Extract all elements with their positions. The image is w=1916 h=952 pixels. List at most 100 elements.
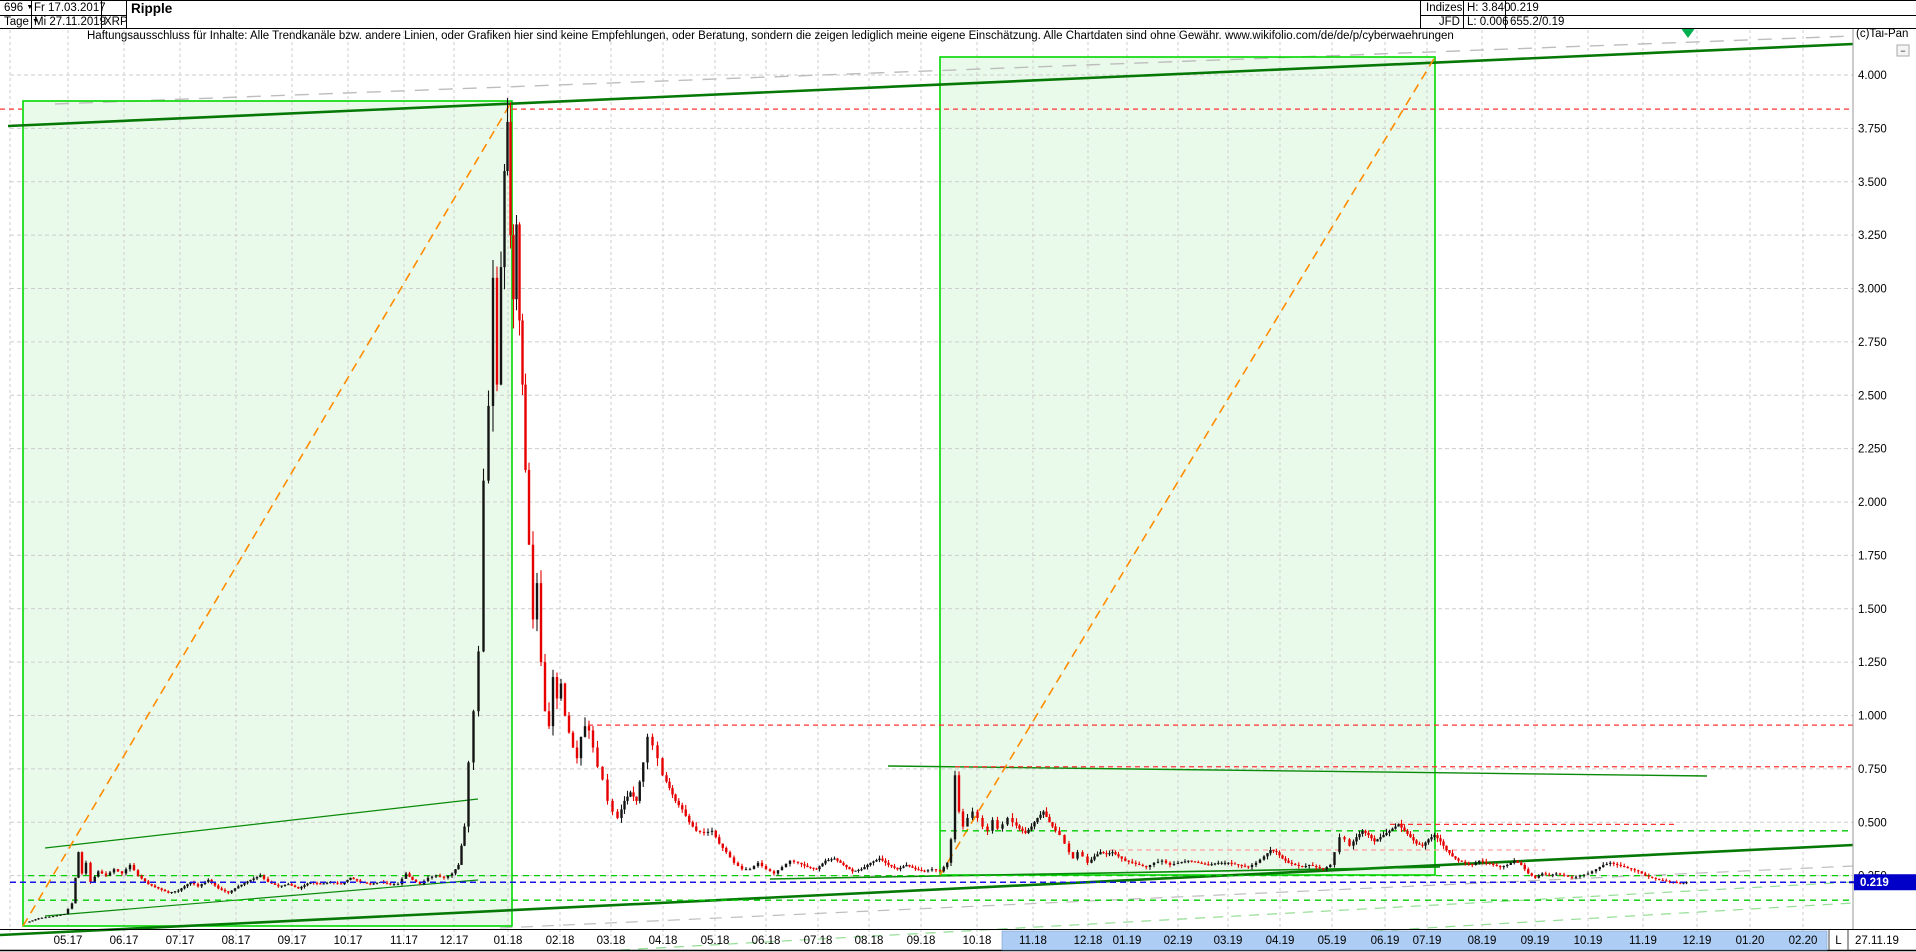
candle-body (957, 775, 961, 812)
candle-body (482, 480, 485, 652)
candle-body (1141, 864, 1144, 867)
time-axis-highlight[interactable] (1001, 930, 1828, 951)
candle-body (1633, 869, 1636, 871)
candle-body (1227, 862, 1230, 864)
candle-body (830, 859, 833, 861)
candle-body (1102, 852, 1105, 854)
candle-body (661, 758, 664, 776)
candle-body (908, 864, 911, 867)
date-to-field[interactable]: Mi 27.11.2019 (34, 16, 107, 28)
candle-body (1297, 864, 1300, 867)
candle-body (629, 792, 632, 797)
candle-body (1457, 858, 1460, 861)
candle-body (1530, 873, 1533, 876)
candle-body (438, 875, 442, 877)
candle-body (48, 916, 51, 918)
candle-body (319, 883, 322, 885)
candle-body (1541, 873, 1544, 876)
candle-body (688, 815, 691, 823)
candle-body (463, 826, 466, 846)
candle-body (375, 882, 379, 884)
time-axis-label: 11.17 (390, 935, 418, 947)
bar-count-dropdown[interactable]: 696 ▼ (4, 2, 34, 14)
candle-body (818, 866, 821, 870)
candle-body (1355, 837, 1358, 842)
candle-body (1502, 866, 1505, 868)
candle-body (1474, 862, 1477, 865)
candle-body (112, 869, 116, 873)
candle-body (150, 884, 153, 886)
candle-body (1183, 861, 1187, 863)
candle-body (934, 869, 938, 871)
candle-body (1067, 843, 1071, 853)
candle-body (1301, 866, 1304, 868)
candle-body (635, 796, 638, 801)
time-axis-label: 06.19 (1371, 935, 1400, 947)
price-axis-label: 1.750 (1858, 550, 1887, 562)
candle-body (1114, 852, 1117, 855)
candle-body (454, 869, 457, 874)
candle-body (854, 870, 857, 872)
wedge-lower-2017 (44, 879, 479, 917)
lightgreen-diag-1 (619, 881, 1854, 951)
candle-body (521, 320, 524, 385)
candle-body (1152, 862, 1156, 865)
candle-body (1272, 850, 1275, 852)
candle-body (506, 121, 509, 172)
candle-body (780, 867, 784, 871)
candle-body (784, 863, 788, 868)
period-dropdown[interactable]: Tage ▼ (4, 16, 40, 28)
candle-body (920, 869, 923, 871)
candle-body (571, 732, 575, 748)
candle-body (322, 883, 325, 885)
candle-body (1558, 873, 1562, 875)
candle-body (262, 875, 266, 879)
candle-body (1018, 825, 1021, 829)
candle-body (1329, 864, 1332, 868)
candle-body (1534, 875, 1537, 878)
candle-body (914, 867, 917, 870)
candle-body (806, 865, 809, 868)
candle-body (1523, 864, 1526, 870)
candle-body (905, 864, 908, 867)
candle-body (1266, 853, 1269, 857)
candle-body (930, 869, 934, 871)
collapse-icon[interactable] (1896, 44, 1910, 57)
candle-body (1197, 862, 1200, 864)
candle-body (349, 877, 352, 880)
candle-body (392, 884, 396, 886)
candle-body (1430, 837, 1433, 840)
candle-body (1605, 863, 1608, 865)
candle-body (1485, 861, 1488, 863)
chevron-down-icon: ▼ (26, 4, 34, 11)
time-axis-label: 07.17 (166, 935, 195, 947)
candle-body (1578, 875, 1582, 877)
candle-body (1388, 830, 1391, 833)
candle-body (1551, 874, 1554, 876)
candle-body (1190, 860, 1193, 862)
candle-body (418, 882, 422, 885)
candle-body (1134, 862, 1137, 864)
candle-body (851, 869, 854, 872)
candle-body (1555, 873, 1558, 875)
candle-body (457, 864, 460, 870)
candle-body (776, 870, 780, 874)
candle-body (93, 876, 96, 883)
candle-body (200, 884, 203, 887)
candle-body (1294, 863, 1297, 865)
candle-body (1322, 868, 1325, 870)
candle-body (857, 869, 860, 871)
candle-body (899, 867, 902, 870)
candle-body (163, 889, 167, 892)
time-axis-label: 07.18 (804, 935, 833, 947)
time-axis-label: 03.18 (597, 935, 626, 947)
candle-body (579, 736, 583, 759)
candle-body (343, 882, 346, 885)
candle-body (1637, 870, 1640, 872)
price-axis-label: 0.750 (1858, 764, 1887, 776)
date-from-field[interactable]: Fr 17.03.2017 (34, 2, 106, 14)
candle-body (503, 171, 506, 268)
time-axis-label: 02.20 (1789, 935, 1818, 947)
candle-body (62, 914, 66, 916)
